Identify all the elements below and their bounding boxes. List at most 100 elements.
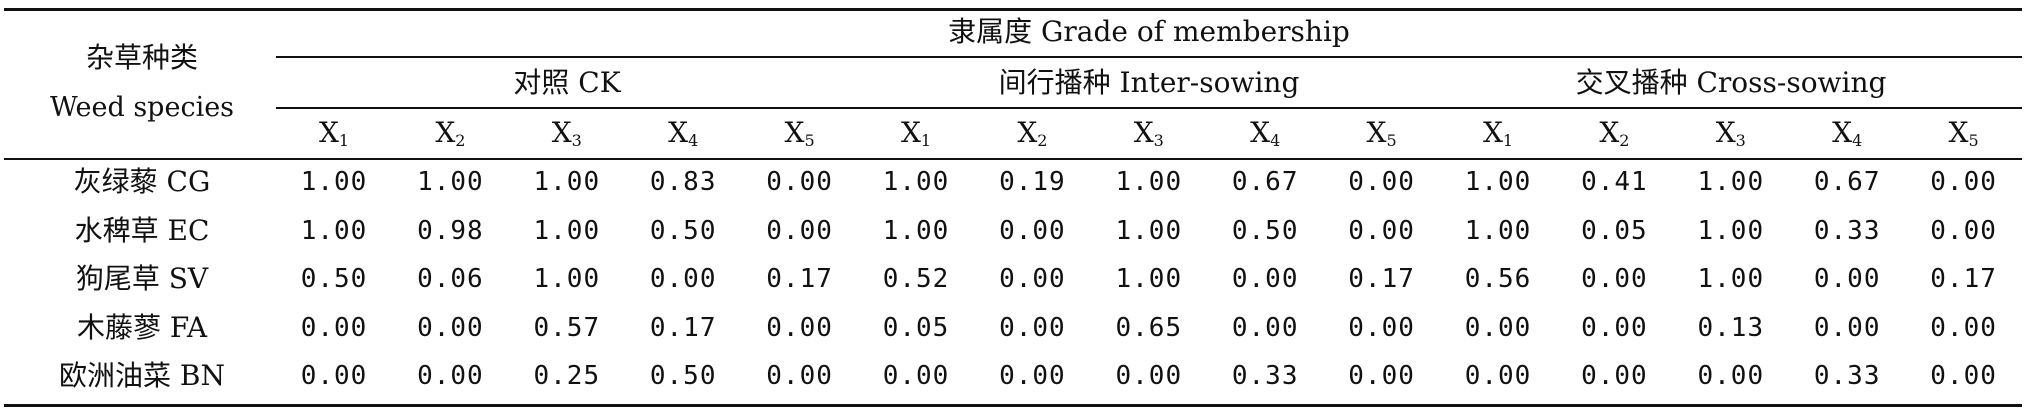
table-cell: 0.00 (1581, 361, 1648, 391)
table-cell: 0.00 (1115, 361, 1183, 391)
table-cell: 0.00 (999, 361, 1066, 391)
table-cell: 0.00 (1813, 312, 1881, 343)
table-cell: 1.00 (533, 264, 601, 294)
table-cell: 0.17 (766, 264, 833, 294)
membership-header: 隶属度 Grade of membership (948, 15, 1350, 48)
x-label-subscript: 2 (455, 131, 466, 150)
table-cell: 0.00 (300, 312, 368, 343)
table-cell: 0.00 (649, 264, 717, 294)
x-column-header: X2 (974, 116, 1090, 158)
x-column-header: X5 (1906, 116, 2022, 158)
table-cell: 0.00 (1348, 167, 1415, 197)
row-label: 木藤蓼 FA (76, 310, 208, 344)
x-label-subscript: 1 (920, 131, 932, 150)
x-label-base: X (1133, 116, 1154, 149)
table-bottom-rule (4, 404, 2022, 407)
table-cell: 1.00 (1697, 264, 1765, 294)
group-header-inter-sowing: 间行播种 Inter-sowing (998, 66, 1300, 99)
x-label-subscript: 4 (1270, 131, 1281, 150)
row-label: 水稗草 EC (74, 213, 210, 247)
table-cell: 1.00 (1115, 167, 1183, 197)
row-label: 欧洲油菜 BN (59, 359, 225, 392)
x-label-base: X (1250, 116, 1271, 149)
table-cell: 0.05 (882, 312, 950, 343)
table-cell: 0.25 (533, 361, 601, 391)
table-cell: 0.98 (417, 215, 484, 246)
table-cell: 0.00 (1930, 215, 1997, 246)
x-label-subscript: 3 (1735, 131, 1746, 150)
table-top-rule (4, 8, 2022, 11)
table-cell: 0.00 (1464, 361, 1532, 391)
table-cell: 1.00 (533, 167, 601, 197)
table-cell: 0.57 (533, 312, 601, 343)
x-label-base: X (1017, 116, 1038, 149)
table-cell: 0.13 (1697, 312, 1765, 343)
table-cell: 0.00 (417, 312, 484, 343)
x-label-base: X (784, 116, 805, 149)
table-cell: 0.19 (999, 167, 1066, 197)
x-label-base: X (435, 116, 456, 149)
x-label-base: X (1482, 116, 1503, 149)
x-column-header: X5 (742, 116, 858, 158)
table-cell: 1.00 (1697, 215, 1765, 246)
table-cell: 0.50 (1231, 215, 1299, 246)
table-cell: 0.00 (1581, 264, 1648, 294)
group-header-rule (276, 107, 2022, 109)
table-cell: 1.00 (300, 167, 368, 197)
table-cell: 1.00 (1464, 167, 1532, 197)
table-cell: 0.00 (1464, 312, 1532, 343)
x-label-base: X (1948, 116, 1969, 149)
table-cell: 0.00 (1581, 312, 1648, 343)
table-cell: 0.00 (1930, 361, 1997, 391)
table-cell: 0.00 (1231, 312, 1299, 343)
x-label-base: X (1366, 116, 1387, 149)
x-column-header: X4 (1207, 116, 1323, 158)
x-column-header: X2 (392, 116, 508, 158)
x-column-header: X1 (1440, 116, 1556, 158)
table-cell: 1.00 (882, 215, 950, 246)
table-cell: 0.00 (766, 361, 833, 391)
table-cell: 1.00 (1115, 264, 1183, 294)
table-cell: 1.00 (1115, 215, 1183, 246)
x-label-subscript: 3 (571, 131, 582, 150)
table-cell: 1.00 (417, 167, 484, 197)
x-label-base: X (900, 116, 921, 149)
x-column-header: X1 (276, 116, 392, 158)
x-label-subscript: 1 (1502, 131, 1514, 150)
table-cell: 0.65 (1115, 312, 1183, 343)
membership-header-rule (276, 56, 2022, 58)
table-cell: 0.00 (766, 167, 833, 197)
table-cell: 0.83 (649, 167, 717, 197)
x-column-header: X3 (1673, 116, 1789, 158)
table-cell: 0.00 (1231, 264, 1299, 294)
table-cell: 0.67 (1231, 167, 1299, 197)
table-cell: 0.17 (649, 312, 717, 343)
x-label-subscript: 4 (688, 131, 699, 150)
table-cell: 0.00 (300, 361, 368, 391)
header-bottom-rule (4, 158, 2022, 160)
x-label-base: X (1715, 116, 1736, 149)
species-header-en: Weed species (49, 92, 235, 123)
row-label: 灰绿藜 CG (73, 165, 211, 198)
table-cell: 1.00 (1697, 167, 1765, 197)
x-column-header: X4 (1789, 116, 1905, 158)
x-column-header: X2 (1556, 116, 1672, 158)
x-label-subscript: 1 (338, 131, 350, 150)
table-cell: 0.00 (1813, 264, 1881, 294)
table-cell: 1.00 (1464, 215, 1532, 246)
table-cell: 0.00 (999, 264, 1066, 294)
x-column-header: X5 (1324, 116, 1440, 158)
species-header-zh: 杂草种类 (85, 41, 198, 74)
group-header-ck: 对照 CK (513, 66, 621, 99)
table-cell: 0.33 (1231, 361, 1299, 391)
table-cell: 0.56 (1464, 264, 1532, 294)
table-cell: 0.00 (417, 361, 484, 391)
x-label-base: X (668, 116, 689, 149)
table-cell: 0.17 (1930, 264, 1997, 294)
table-cell: 0.00 (999, 215, 1066, 246)
table-cell: 0.00 (1348, 312, 1415, 343)
x-label-subscript: 3 (1153, 131, 1164, 150)
x-label-base: X (1599, 116, 1620, 149)
table-cell: 0.00 (1930, 167, 1997, 197)
table-cell: 0.00 (882, 361, 950, 391)
